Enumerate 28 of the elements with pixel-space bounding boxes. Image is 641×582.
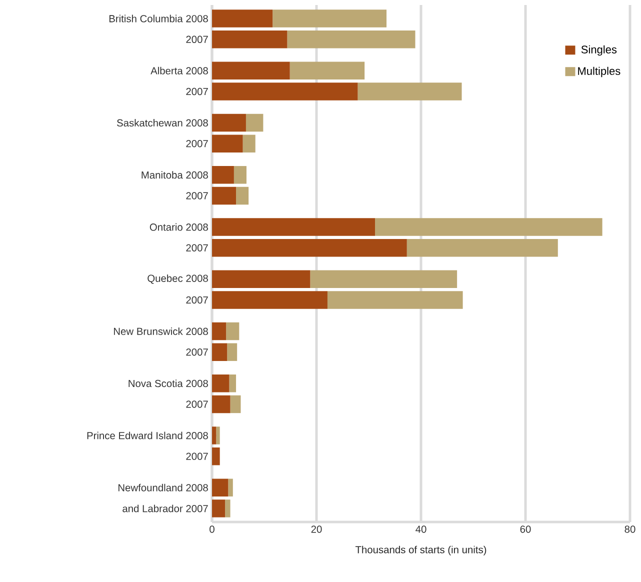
y-tick-label: 2007	[186, 400, 208, 408]
y-tick-label: 2007	[186, 244, 208, 252]
y-tick-label: Ontario 2008	[150, 223, 208, 231]
x-tick-label: 60	[520, 526, 531, 533]
y-tick-label: 2007	[186, 192, 208, 200]
y-tick-label: 2007	[186, 88, 208, 96]
y-tick-label: Newfoundland 2008	[118, 484, 208, 492]
y-tick-label: British Columbia 2008	[109, 14, 208, 22]
x-tick-label: 20	[311, 526, 322, 533]
y-tick-label: New Brunswick 2008	[114, 328, 208, 335]
y-tick-label: 2007	[186, 140, 208, 148]
x-axis-title: Thousands of starts (in units)	[355, 546, 486, 556]
y-tick-label: Manitoba 2008	[142, 171, 208, 179]
y-tick-label: Alberta 2008	[150, 66, 208, 74]
y-tick-label: 2007	[186, 348, 208, 356]
y-tick-label: Prince Edward Island 2008	[87, 432, 208, 440]
y-tick-label: 2007	[186, 36, 208, 43]
y-tick-label: 2007	[186, 296, 208, 304]
x-tick-label: 0	[210, 526, 214, 533]
y-tick-label: and Labrador 2007	[122, 504, 208, 512]
x-tick-label: 40	[416, 526, 426, 533]
y-tick-label: 2007	[186, 452, 208, 460]
x-tick-label: 80	[624, 526, 636, 533]
legend-label: Singles	[581, 45, 617, 56]
y-tick-label: Saskatchewan 2008	[117, 119, 208, 127]
y-tick-label: Quebec 2008	[148, 274, 208, 284]
legend-label: Multiples	[578, 66, 620, 78]
y-tick-label: Nova Scotia 2008	[128, 380, 208, 388]
